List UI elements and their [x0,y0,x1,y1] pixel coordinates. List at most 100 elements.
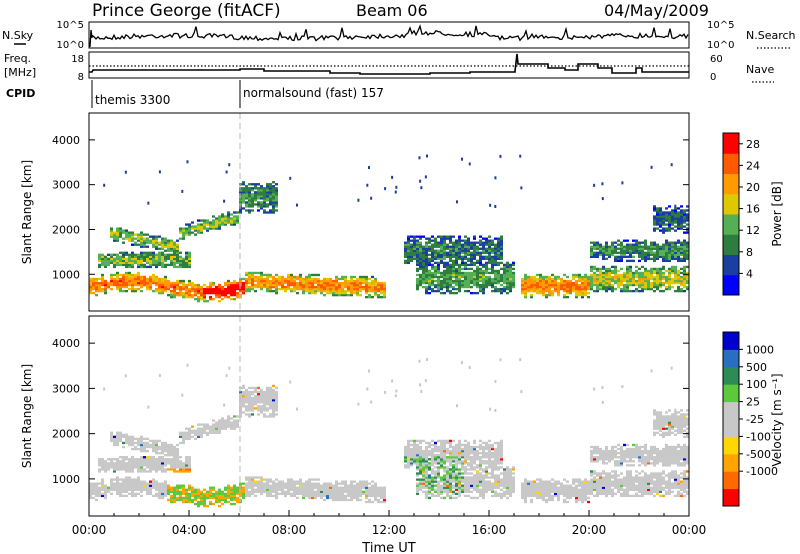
velocity-cell [200,496,203,500]
power-cell [533,275,536,279]
velocity-cell [275,407,278,410]
power-cell [674,279,677,283]
power-cell [485,257,488,261]
power-cell [578,277,581,281]
power-cell [260,273,263,277]
velocity-cell [98,464,101,467]
power-cell [260,275,263,279]
power-cell [653,281,656,285]
velocity-cell [155,470,158,473]
velocity-cell [308,490,311,493]
power-cell [326,281,329,285]
power-cell [149,259,152,263]
power-cell [218,221,221,224]
power-cell [617,279,620,283]
velocity-cell [260,392,263,396]
power-cell [434,261,437,265]
power-cell [632,255,635,258]
velocity-cell [119,431,122,434]
power-cell [131,233,134,236]
velocity-cell [245,407,248,410]
power-cell [245,191,248,194]
power-cell [347,279,350,283]
power-cell [671,247,674,250]
velocity-cell [446,458,449,461]
velocity-cell [110,462,113,465]
power-cell [242,195,245,198]
power-cell [362,275,365,279]
power-cell [668,229,671,232]
power-cell [662,229,665,232]
velocity-cell [272,409,275,412]
power-cell [581,275,584,279]
velocity-cell [461,447,464,451]
power-cell [668,281,671,285]
power-cell [416,243,419,246]
power-cell [146,287,149,291]
power-cell [584,285,587,289]
power-cell [476,281,479,285]
power-cell [140,285,143,289]
power-cell [149,251,152,254]
velocity-cell [134,488,137,491]
power-cell [470,259,473,263]
power-cell [569,285,572,289]
power-cell [424,175,427,179]
velocity-cell [104,484,107,487]
power-cell [119,289,122,293]
power-cell [488,241,491,244]
power-cell [644,271,647,275]
power-cell [188,255,191,258]
velocity-cell [311,496,314,500]
y-tick-label: 2000 [52,223,80,236]
velocity-cell [140,470,143,473]
power-cell [473,247,476,250]
velocity-cell [473,445,476,449]
velocity-cell [146,464,149,467]
power-cell [425,255,428,258]
power-cell [233,215,236,218]
velocity-cell [335,488,338,491]
power-cell [275,277,278,281]
power-cell [488,257,491,261]
velocity-cell [146,460,149,463]
power-cell [128,233,131,236]
power-cell [425,251,428,254]
power-cell [437,235,440,238]
power-cell [668,259,671,263]
power-cell [470,245,473,248]
velocity-cell [428,462,431,465]
power-cell [170,249,173,252]
power-cell [143,281,146,285]
power-cell [611,265,614,269]
power-cell [608,281,611,285]
power-cell [338,277,341,281]
power-cell [164,239,167,242]
power-cell [155,237,158,240]
velocity-cell [176,484,179,487]
velocity-cell [464,454,467,457]
velocity-cell [233,498,236,502]
velocity-cell [272,403,275,406]
power-cell [164,241,167,244]
power-cell [530,285,533,289]
velocity-cell [326,492,329,496]
power-cell [188,253,191,256]
velocity-cell [119,484,122,487]
velocity-cell [260,478,263,481]
velocity-cell [434,449,437,453]
power-cell [239,289,242,293]
power-cell [509,275,512,279]
velocity-cell [200,498,203,502]
power-cell [332,285,335,289]
power-cell [665,245,668,248]
power-cell [530,283,533,287]
power-cell [638,249,641,252]
power-cell [149,275,152,279]
power-cell [452,241,455,244]
velocity-cell [197,427,200,430]
velocity-cell [440,454,443,457]
power-cell [683,219,686,222]
power-cell [227,283,230,287]
velocity-cell [269,399,272,402]
